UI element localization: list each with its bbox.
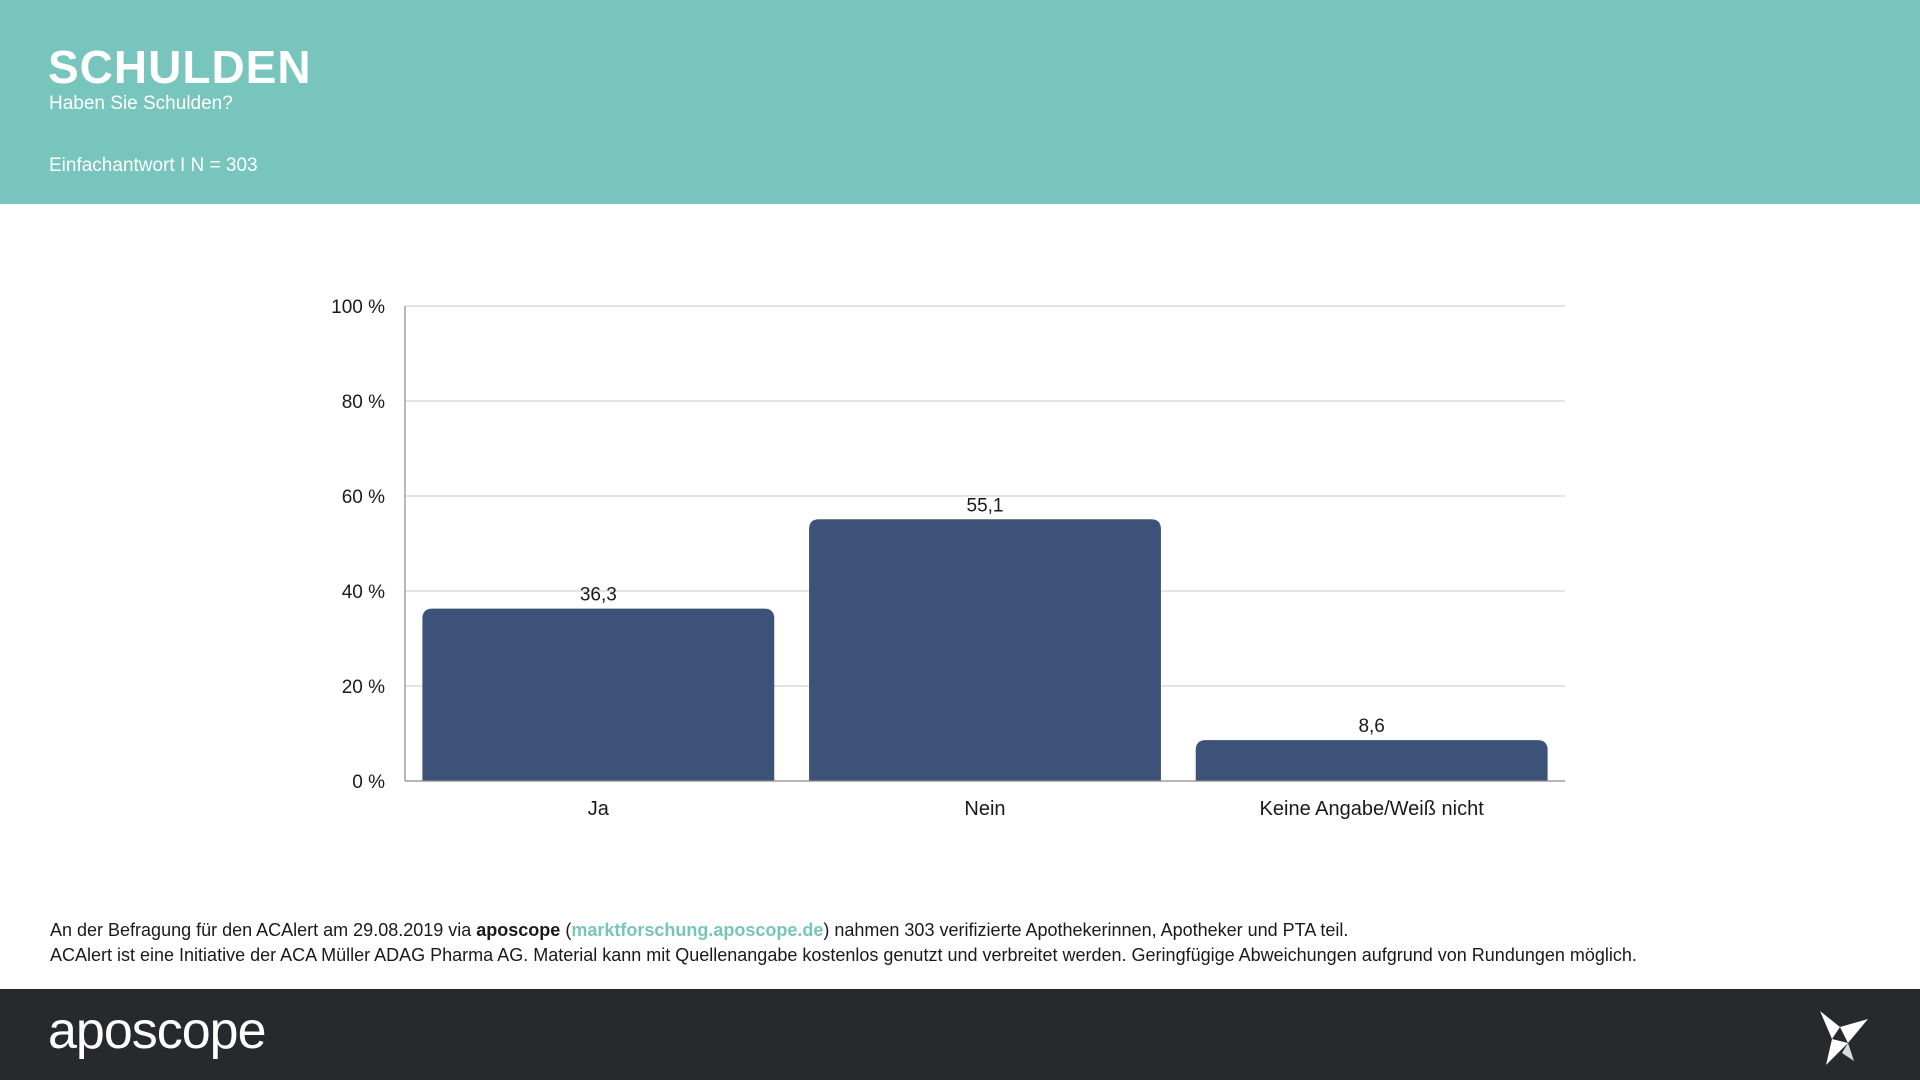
header-band: SCHULDEN Haben Sie Schulden? Einfachantw… — [0, 0, 1920, 204]
survey-meta: Einfachantwort I N = 303 — [49, 155, 258, 176]
bar — [422, 608, 775, 781]
data-label: 36,3 — [580, 585, 617, 606]
x-tick-label: Ja — [588, 798, 610, 820]
y-tick-labels: 0 % 20 % 40 % 60 % 80 % 100 % — [331, 297, 385, 793]
data-label: 8,6 — [1358, 716, 1384, 737]
footnote-line-1: An der Befragung für den ACAlert am 29.0… — [50, 918, 1890, 943]
y-tick-label: 100 % — [331, 297, 385, 318]
footnote-link[interactable]: marktforschung.aposcope.de — [571, 920, 824, 940]
page-title: SCHULDEN — [48, 41, 312, 93]
y-tick-label: 60 % — [342, 487, 385, 508]
footnote-line-2: ACAlert ist eine Initiative der ACA Müll… — [50, 945, 1637, 965]
bars — [422, 519, 1548, 781]
footer-band: aposcope — [0, 989, 1920, 1080]
grid-lines — [405, 305, 1565, 687]
axes — [404, 306, 1565, 782]
aposcope-logo: aposcope — [48, 1002, 267, 1060]
bar — [1195, 740, 1548, 781]
footnote-text: An der Befragung für den ACAlert am 29.0… — [50, 920, 477, 940]
footnote-text-end: ) nahmen 303 verifizierte Apothekerinnen… — [823, 920, 1349, 940]
data-labels: 36,3 55,1 8,6 — [580, 495, 1385, 737]
x-tick-label: Keine Angabe/Weiß nicht — [1260, 798, 1485, 820]
y-tick-label: 40 % — [342, 582, 385, 603]
x-tick-label: Nein — [964, 798, 1005, 820]
origami-bird-icon — [1820, 1011, 1868, 1065]
footnote-paren-open: ( — [560, 920, 572, 940]
footnote: An der Befragung für den ACAlert am 29.0… — [50, 918, 1890, 968]
data-label: 55,1 — [967, 495, 1004, 516]
chart-area: 0 % 20 % 40 % 60 % 80 % 100 % 36,3 55,1 8,6 Ja N… — [0, 204, 1920, 904]
x-tick-labels: Ja Nein Keine Angabe/Weiß nicht — [588, 798, 1484, 820]
bar — [809, 519, 1161, 781]
y-tick-label: 0 % — [352, 772, 385, 793]
page-subtitle: Haben Sie Schulden? — [49, 93, 233, 114]
bar-chart: 0 % 20 % 40 % 60 % 80 % 100 % 36,3 55,1 8,6 Ja N… — [331, 297, 1565, 820]
y-tick-label: 20 % — [342, 677, 385, 698]
y-tick-label: 80 % — [342, 392, 385, 413]
footnote-brand: aposcope — [476, 920, 561, 940]
